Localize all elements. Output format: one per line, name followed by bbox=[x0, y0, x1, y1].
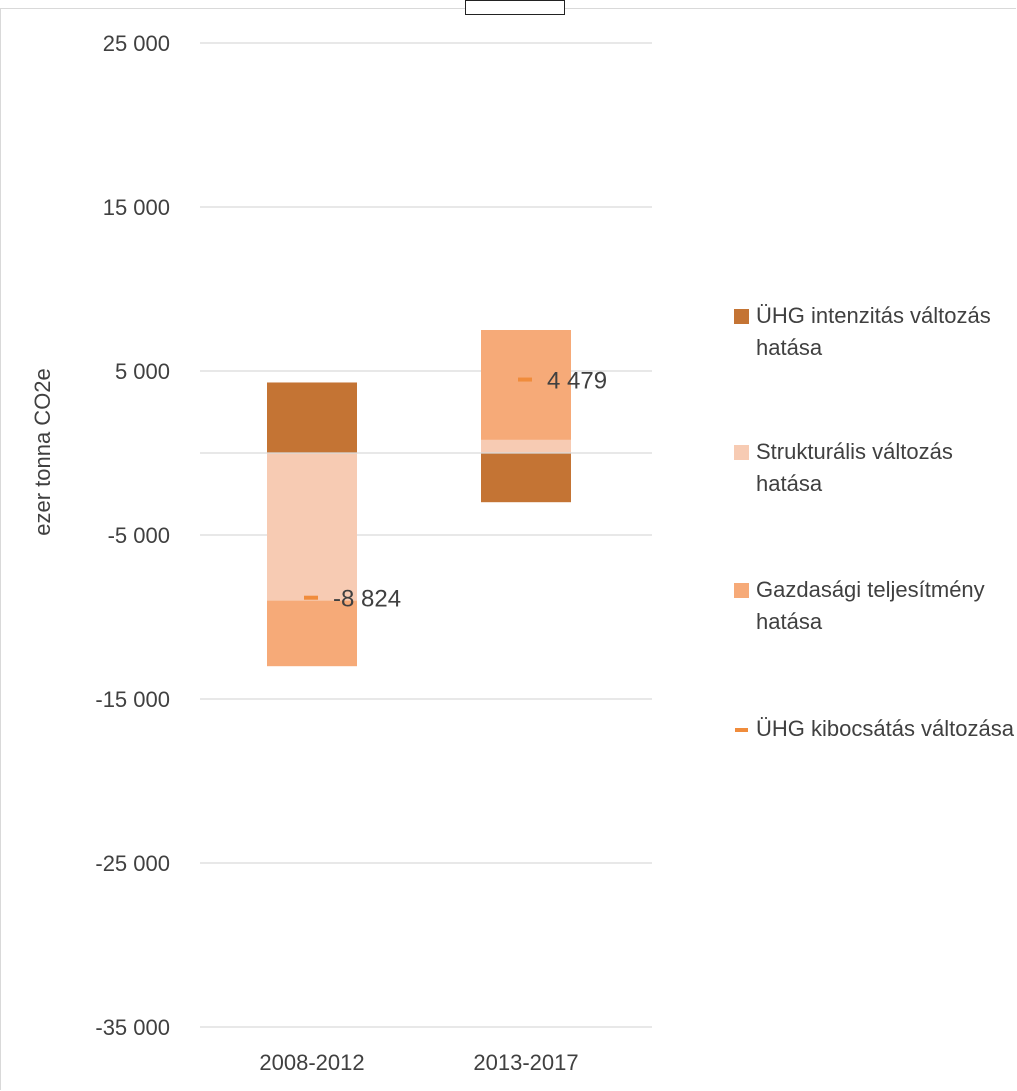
legend-swatch-structural bbox=[734, 445, 749, 460]
chart-title-box bbox=[465, 0, 565, 15]
legend-label-intensity: ÜHG intenzitás változás hatása bbox=[756, 303, 991, 360]
legend-swatch-intensity bbox=[734, 309, 749, 324]
emission-change-label: -8 824 bbox=[333, 586, 401, 613]
y-tick-label: -25 000 bbox=[95, 851, 170, 876]
x-ticks: 2008-2012 2013-2017 bbox=[259, 1050, 578, 1075]
bar-segment bbox=[481, 453, 571, 503]
y-tick-label: -15 000 bbox=[95, 687, 170, 712]
y-tick-label: -5 000 bbox=[108, 523, 170, 548]
x-tick-label: 2013-2017 bbox=[473, 1050, 578, 1075]
y-tick-label: -35 000 bbox=[95, 1015, 170, 1040]
x-tick-label: 2008-2012 bbox=[259, 1050, 364, 1075]
emission-change-marker bbox=[304, 595, 318, 600]
emission-change-label: 4 479 bbox=[547, 368, 607, 395]
gridlines bbox=[200, 42, 652, 1028]
bar-segment bbox=[481, 330, 571, 440]
y-tick-label: 5 000 bbox=[115, 359, 170, 384]
y-tick-label: 25 000 bbox=[103, 31, 170, 56]
y-ticks: 25 000 15 000 5 000 -5 000 -15 000 -25 000 -35… bbox=[95, 31, 170, 1040]
emission-change-marker bbox=[518, 377, 532, 382]
emission-markers: -8 824 4 479 bbox=[304, 368, 607, 613]
legend-label-economic: Gazdasági teljesítmény hatása bbox=[756, 577, 985, 634]
bar-segment bbox=[481, 439, 571, 453]
bar-segment bbox=[267, 453, 357, 601]
bar-segment bbox=[267, 382, 357, 453]
stacked-bars bbox=[267, 330, 571, 667]
legend-swatch-emission-change bbox=[735, 728, 748, 732]
legend-swatch-economic bbox=[734, 583, 749, 598]
bar-segment bbox=[267, 600, 357, 667]
y-tick-label: 15 000 bbox=[103, 195, 170, 220]
legend-label-emission-change: ÜHG kibocsátás változása bbox=[756, 716, 1014, 741]
legend-label-structural: Strukturális változás hatása bbox=[756, 439, 953, 496]
y-axis-label: ezer tonna CO2e bbox=[30, 368, 55, 536]
